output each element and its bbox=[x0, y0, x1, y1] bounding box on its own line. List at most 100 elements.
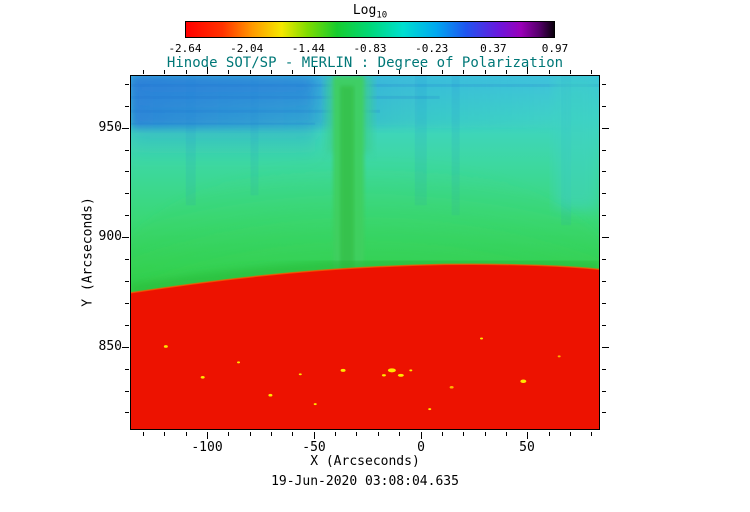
axis-tick bbox=[399, 432, 400, 436]
axis-tick bbox=[186, 432, 187, 436]
axis-tick bbox=[602, 128, 609, 129]
axis-tick bbox=[125, 84, 129, 85]
x-tick-label: -50 bbox=[302, 440, 326, 455]
axis-tick bbox=[143, 70, 144, 74]
axis-tick bbox=[527, 432, 528, 439]
axis-tick bbox=[591, 70, 592, 74]
axis-tick bbox=[125, 412, 129, 413]
axis-tick bbox=[207, 432, 208, 439]
x-axis-label: X (Arcseconds) bbox=[310, 454, 420, 469]
axis-tick bbox=[125, 193, 129, 194]
axis-tick bbox=[125, 391, 129, 392]
axis-tick bbox=[356, 70, 357, 74]
axis-tick bbox=[549, 432, 550, 436]
axis-tick bbox=[421, 432, 422, 439]
axis-tick bbox=[164, 70, 165, 74]
axis-tick bbox=[602, 281, 606, 282]
axis-tick bbox=[125, 106, 129, 107]
axis-tick bbox=[463, 432, 464, 436]
colorbar-tick-label: -2.04 bbox=[230, 42, 264, 55]
axis-tick bbox=[228, 70, 229, 74]
y-tick-label: 850 bbox=[98, 339, 122, 354]
axis-tick bbox=[335, 70, 336, 74]
colorbar-tick-labels: -2.64 -2.04 -1.44 -0.83 -0.23 0.37 0.97 bbox=[168, 42, 568, 56]
axis-tick bbox=[506, 432, 507, 436]
axis-tick bbox=[125, 303, 129, 304]
plot-title: Hinode SOT/SP - MERLIN : Degree of Polar… bbox=[166, 55, 564, 71]
axis-tick bbox=[602, 193, 606, 194]
axis-tick bbox=[143, 432, 144, 436]
axis-tick bbox=[485, 70, 486, 74]
axis-tick bbox=[602, 150, 606, 151]
y-tick-label: 950 bbox=[98, 120, 122, 135]
axis-tick bbox=[442, 70, 443, 74]
limb-edge-fringe bbox=[131, 263, 599, 294]
axis-tick bbox=[602, 391, 606, 392]
axis-tick bbox=[399, 70, 400, 74]
colorbar-tick-label: 0.97 bbox=[541, 42, 569, 55]
colorbar-label-sub: 10 bbox=[376, 10, 388, 21]
axis-tick bbox=[292, 432, 293, 436]
axis-tick bbox=[271, 70, 272, 74]
axis-tick bbox=[602, 412, 606, 413]
axis-tick bbox=[463, 70, 464, 74]
axis-tick bbox=[602, 171, 606, 172]
axis-tick bbox=[125, 369, 129, 370]
axis-tick bbox=[378, 432, 379, 436]
colorbar-gradient bbox=[185, 21, 555, 38]
axis-tick bbox=[250, 432, 251, 436]
x-tick-label: 50 bbox=[519, 440, 535, 455]
axis-tick bbox=[122, 237, 129, 238]
colorbar-tick-label: -1.44 bbox=[291, 42, 325, 55]
colorbar-tick-label: -2.64 bbox=[168, 42, 202, 55]
right-cyan-column bbox=[554, 76, 599, 211]
axis-tick bbox=[125, 150, 129, 151]
axis-tick bbox=[591, 432, 592, 436]
axis-tick bbox=[506, 70, 507, 74]
axis-tick bbox=[602, 369, 606, 370]
axis-tick bbox=[292, 70, 293, 74]
axis-tick bbox=[335, 432, 336, 436]
axis-tick bbox=[602, 215, 606, 216]
x-tick-label: 0 bbox=[417, 440, 425, 455]
axis-tick bbox=[421, 67, 422, 74]
heatmap-plot-area bbox=[130, 75, 600, 430]
axis-tick bbox=[125, 259, 129, 260]
axis-tick bbox=[186, 70, 187, 74]
colorbar-label-main: Log bbox=[352, 3, 377, 18]
blue-patch-left bbox=[131, 76, 316, 161]
axis-tick bbox=[527, 67, 528, 74]
colorbar-tick-label: 0.37 bbox=[480, 42, 507, 55]
axis-tick bbox=[125, 171, 129, 172]
heatmap-image bbox=[131, 76, 599, 429]
axis-tick bbox=[570, 432, 571, 436]
colorbar-tick-label: -0.23 bbox=[415, 42, 449, 55]
axis-tick bbox=[602, 259, 606, 260]
axis-tick bbox=[549, 70, 550, 74]
axis-tick bbox=[602, 106, 606, 107]
bright-points bbox=[163, 337, 561, 411]
axis-tick bbox=[228, 432, 229, 436]
y-tick-label: 900 bbox=[98, 229, 122, 244]
axis-tick bbox=[125, 281, 129, 282]
axis-tick bbox=[314, 432, 315, 439]
y-axis-label: Y (Arcseconds) bbox=[80, 197, 96, 307]
axis-tick bbox=[125, 215, 129, 216]
axis-tick bbox=[602, 303, 606, 304]
plume bbox=[326, 76, 372, 280]
axis-tick bbox=[356, 432, 357, 436]
axis-tick bbox=[122, 347, 129, 348]
axis-tick bbox=[207, 67, 208, 74]
axis-tick bbox=[250, 70, 251, 74]
axis-tick bbox=[125, 325, 129, 326]
axis-tick bbox=[485, 432, 486, 436]
axis-tick bbox=[378, 70, 379, 74]
axis-tick bbox=[314, 67, 315, 74]
axis-tick bbox=[442, 432, 443, 436]
axis-tick bbox=[122, 128, 129, 129]
solar-disk bbox=[131, 264, 599, 429]
timestamp-caption: 19-Jun-2020 03:08:04.635 bbox=[271, 474, 459, 489]
colorbar-tick-label: -0.83 bbox=[353, 42, 387, 55]
axis-tick bbox=[570, 70, 571, 74]
